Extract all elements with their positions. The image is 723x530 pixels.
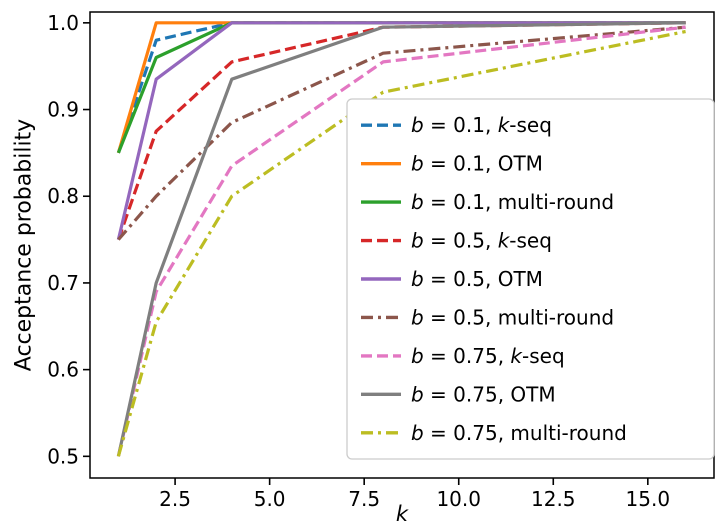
x-axis-label: k: [395, 502, 409, 526]
legend-label: b = 0.75, multi-round: [411, 421, 627, 445]
series-line-b-0-75-multi-round: [116, 29, 686, 457]
legend-label: b = 0.1, multi-round: [411, 190, 614, 214]
series-line-b-0-75-otm: [116, 21, 686, 457]
y-tick-label: 0.7: [47, 271, 79, 295]
legend-label: b = 0.5, multi-round: [411, 305, 614, 329]
legend-label: b = 0.1, OTM: [411, 152, 543, 176]
y-tick-label: 1.0: [47, 11, 79, 35]
legend-item-b-0-1-multi-round: b = 0.1, multi-round: [361, 190, 614, 214]
legend-label: b = 0.1, k-seq: [411, 113, 552, 137]
legend-item-b-0-1-otm: b = 0.1, OTM: [361, 152, 543, 176]
legend-box: [346, 98, 715, 460]
x-tick-label: 7.5: [348, 487, 380, 511]
legend-item-b-0-1-k-seq: b = 0.1, k-seq: [361, 113, 552, 137]
series-line-b-0-5-otm: [116, 21, 686, 240]
series-line-b-0-5-multi-round: [117, 25, 686, 241]
legend-item-b-0-5-multi-round: b = 0.5, multi-round: [361, 305, 614, 329]
y-axis-label: Acceptance probability: [11, 118, 37, 372]
x-tick-label: 5.0: [254, 487, 286, 511]
legend-label: b = 0.5, OTM: [411, 267, 543, 291]
legend-item-b-0-75-multi-round: b = 0.75, multi-round: [361, 421, 627, 445]
series-group: [116, 21, 686, 457]
legend-item-b-0-75-k-seq: b = 0.75, k-seq: [361, 344, 565, 368]
legend-label: b = 0.75, OTM: [411, 382, 556, 406]
legend-label: b = 0.5, k-seq: [411, 229, 552, 253]
y-tick-label: 0.5: [47, 444, 79, 468]
y-tick-label: 0.9: [47, 98, 79, 122]
legend: b = 0.1, k-seq b = 0.1, OTM b = 0.1, multi…: [346, 98, 715, 460]
legend-label: b = 0.75, k-seq: [411, 344, 565, 368]
x-tick-label: 2.5: [159, 487, 191, 511]
legend-item-b-0-5-otm: b = 0.5, OTM: [361, 267, 543, 291]
y-tick-label: 0.6: [47, 358, 79, 382]
x-tick-label: 15.0: [626, 487, 671, 511]
y-tick-label: 0.8: [47, 184, 79, 208]
x-tick-label: 10.0: [436, 487, 481, 511]
legend-item-b-0-75-otm: b = 0.75, OTM: [361, 382, 556, 406]
legend-item-b-0-5-k-seq: b = 0.5, k-seq: [361, 229, 552, 253]
x-tick-label: 12.5: [531, 487, 576, 511]
